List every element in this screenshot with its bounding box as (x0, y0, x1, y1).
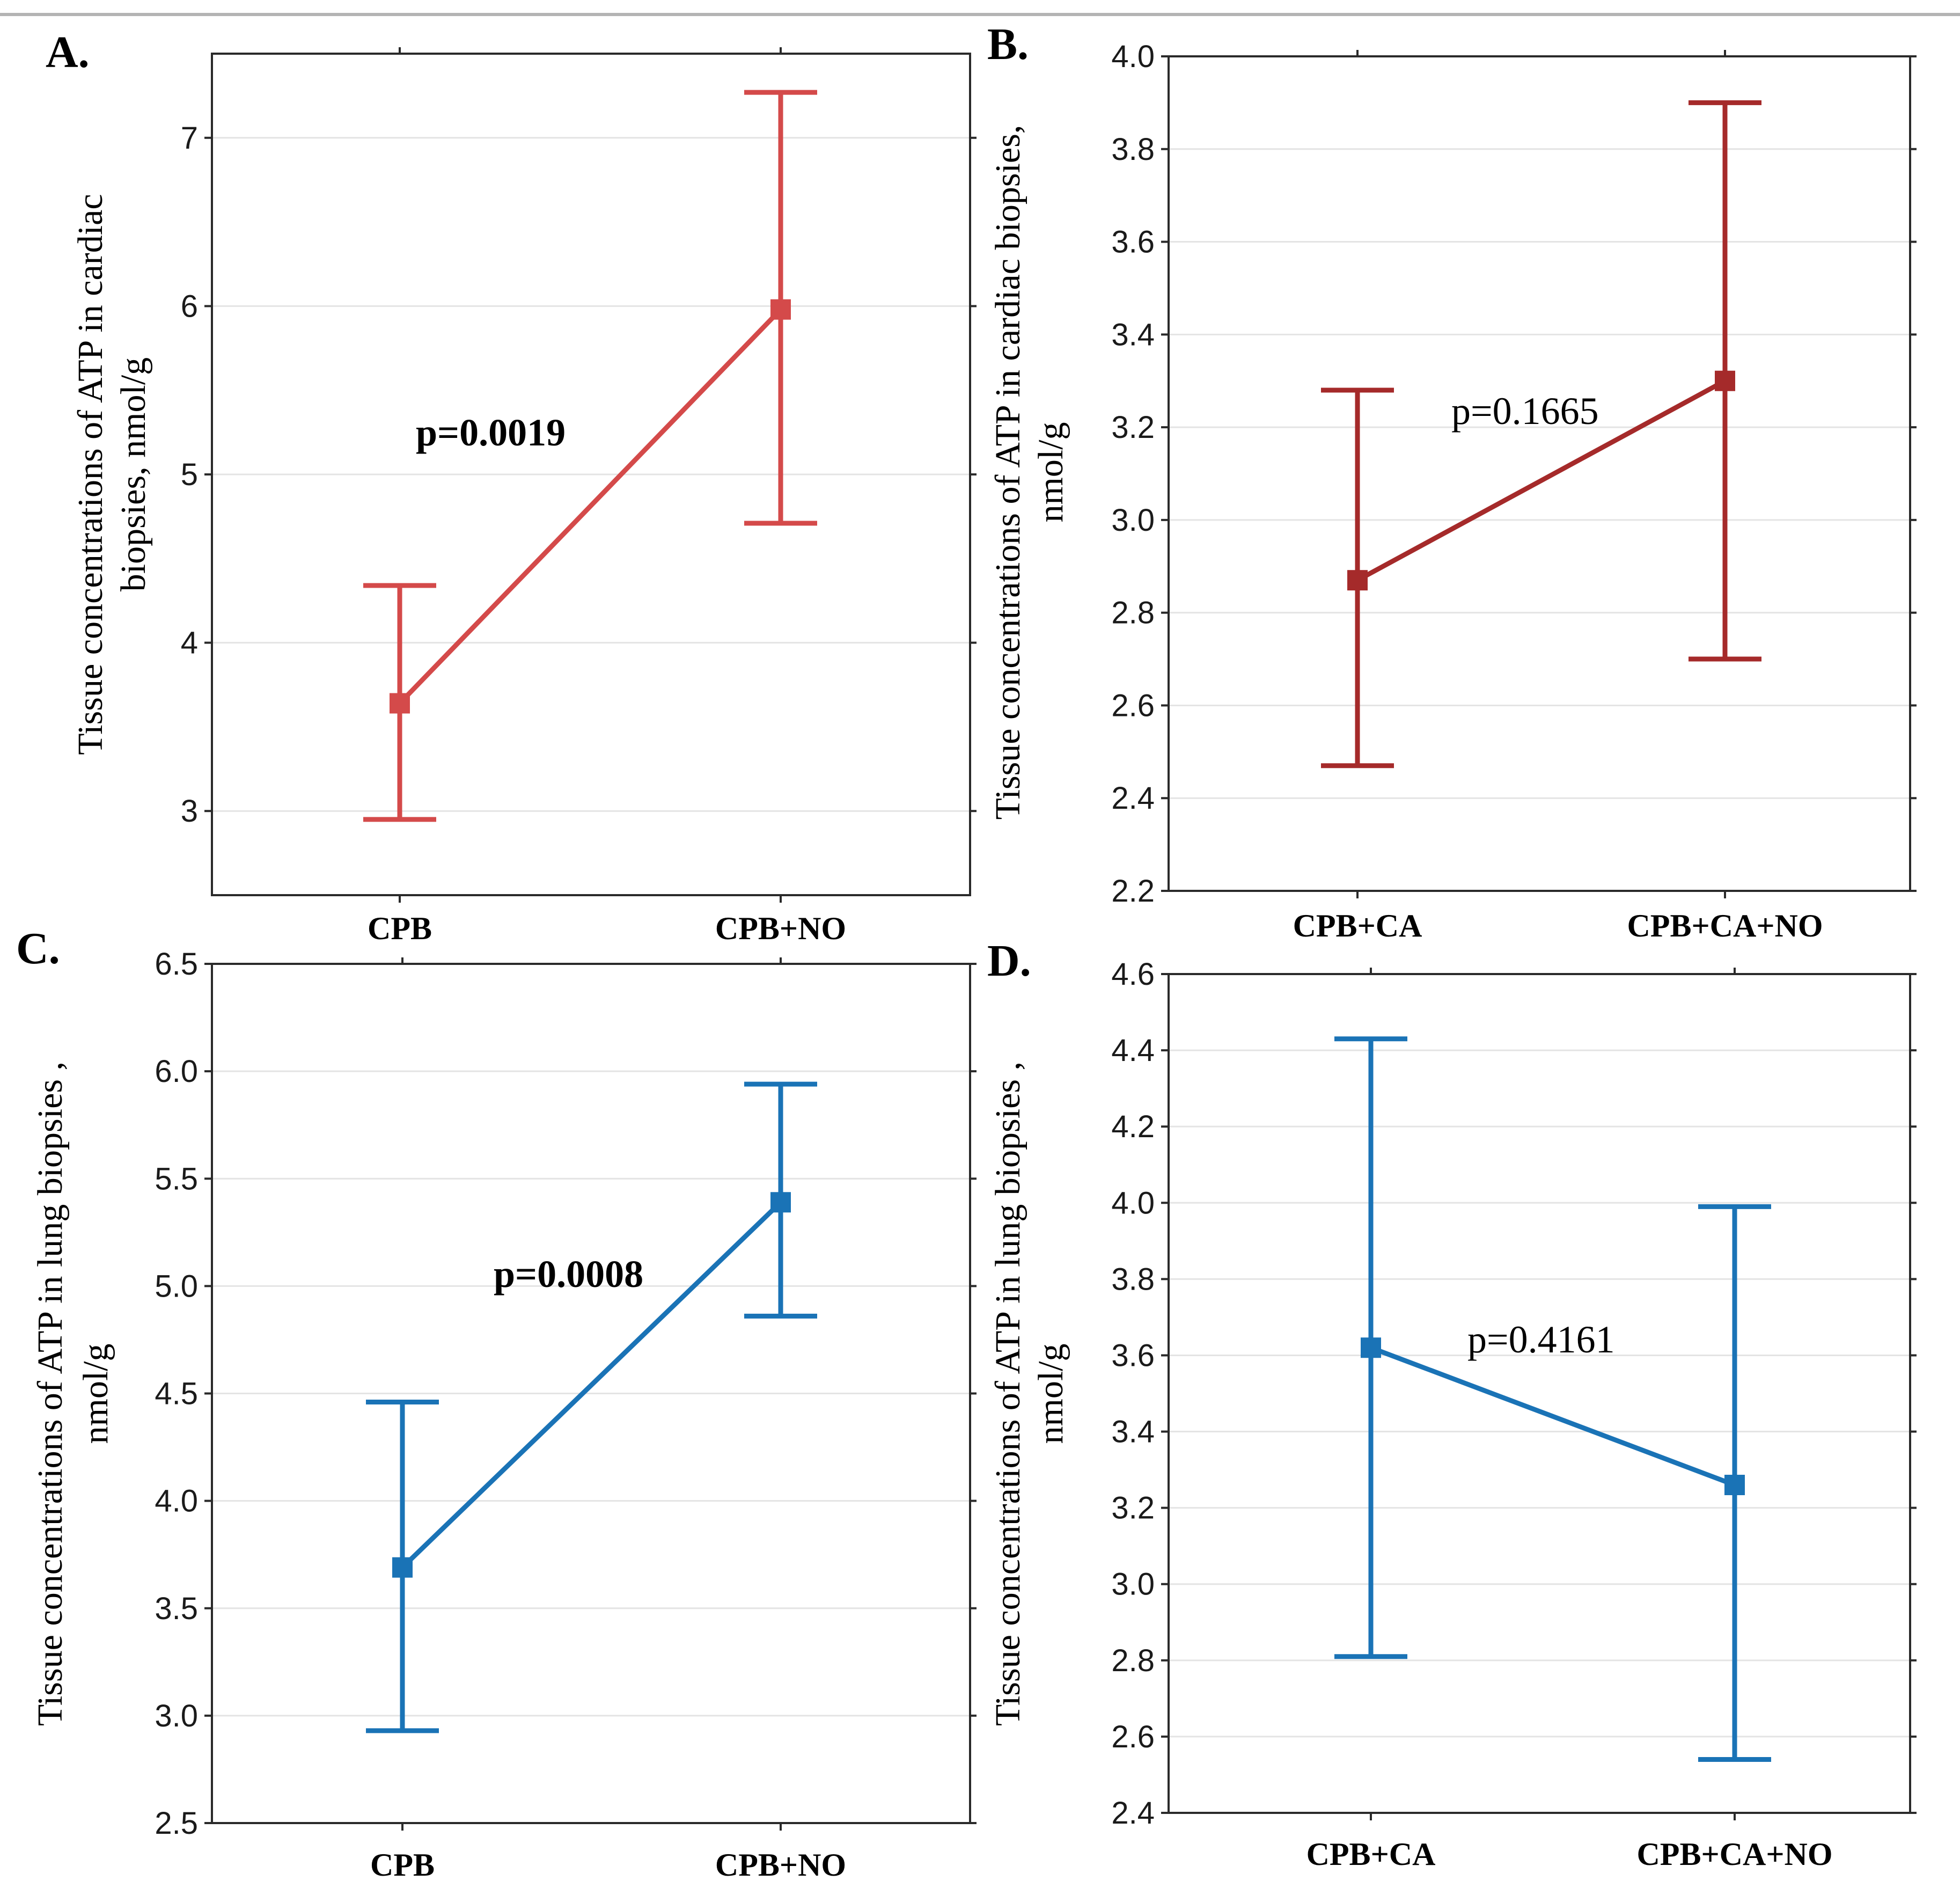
y-tick-label: 2.4 (1111, 781, 1155, 816)
plot-frame (1168, 973, 1911, 1814)
panel-label: D. (987, 936, 1031, 986)
y-axis-title: nmol/g (76, 1343, 115, 1444)
y-axis-title: Tissue concentrations of ATP in cardiac (71, 194, 110, 755)
data-point (390, 693, 410, 714)
y-tick-label: 4 (181, 626, 198, 661)
y-tick-label: 4.6 (1111, 957, 1155, 992)
y-axis-title: nmol/g (1031, 1343, 1070, 1444)
y-tick-label: 4.4 (1111, 1033, 1155, 1068)
y-axis-title: Tissue concentrations of ATP in lung bio… (31, 1062, 70, 1726)
x-category-label: CPB+CA+NO (1627, 908, 1823, 943)
data-point (1715, 370, 1735, 391)
y-tick-label: 2.4 (1111, 1796, 1155, 1831)
y-tick-label: 3.2 (1111, 1491, 1155, 1526)
panel-a: 3 4 5 6 7 CPB CPB+NO Tissue concentrations of A… (46, 27, 977, 946)
data-point (1361, 1337, 1381, 1358)
y-tick-label: 3.0 (1111, 1567, 1155, 1602)
y-tick-label: 2.6 (1111, 1719, 1155, 1754)
y-tick-label: 4.5 (155, 1377, 198, 1411)
y-tick-label: 3.0 (1111, 503, 1155, 538)
data-point (1724, 1475, 1745, 1496)
y-tick-label: 6.5 (155, 947, 198, 982)
y-tick-label: 4.0 (1111, 1186, 1155, 1220)
y-tick-label: 4.0 (1111, 39, 1155, 74)
y-tick-label: 4.2 (1111, 1109, 1155, 1144)
series-line (1356, 378, 1727, 583)
y-tick-label: 6.0 (155, 1054, 198, 1089)
data-point (770, 299, 791, 320)
y-tick-label: 3.0 (155, 1699, 198, 1733)
y-axis-title: Tissue concentrations of ATP in lung bio… (988, 1062, 1027, 1726)
y-tick-label: 2.6 (1111, 688, 1155, 723)
y-tick-label: 3.4 (1111, 1415, 1155, 1450)
data-point (392, 1557, 413, 1578)
y-tick-label: 3.4 (1111, 317, 1155, 352)
y-axis-title: nmol/g (1031, 422, 1070, 522)
y-tick-label: 3.8 (1111, 132, 1155, 167)
y-tick-label: 6 (181, 289, 198, 324)
plot-frame (1168, 55, 1911, 892)
x-category-label: CPB+CA (1293, 908, 1422, 943)
x-category-label: CPB+NO (715, 911, 846, 946)
y-tick-label: 2.8 (1111, 596, 1155, 631)
panel-label: A. (46, 27, 90, 77)
data-point (1347, 570, 1368, 591)
y-tick-label: 2.8 (1111, 1643, 1155, 1678)
panel-c: 2.5 3.0 3.5 4.0 4.5 5.0 5.5 6.0 6.5 CPB CPB+NO Tiss… (16, 924, 977, 1883)
y-tick-label: 5.0 (155, 1269, 198, 1304)
y-tick-label: 3.8 (1111, 1262, 1155, 1297)
y-tick-label: 2.2 (1111, 874, 1155, 909)
p-value-annotation: p=0.0019 (416, 411, 566, 454)
x-category-label: CPB (370, 1847, 435, 1883)
x-category-label: CPB+CA+NO (1636, 1836, 1832, 1872)
p-value-annotation: p=0.0008 (494, 1253, 643, 1296)
y-tick-label: 5 (181, 457, 198, 492)
y-tick-label: 3.6 (1111, 1338, 1155, 1373)
panel-b: 2.2 2.4 2.6 2.8 3.0 3.2 3.4 3.6 3.8 4.0 CPB+CA CPB+… (987, 19, 1917, 943)
panel-label: B. (987, 19, 1029, 69)
y-axis-title: Tissue concentrations of ATP in cardiac … (988, 125, 1027, 820)
y-tick-label: 3.2 (1111, 410, 1155, 445)
y-tick-label: 3.5 (155, 1591, 198, 1626)
p-value-annotation: p=0.1665 (1451, 390, 1599, 433)
x-category-label: CPB+CA (1306, 1836, 1436, 1872)
panel-d: 2.4 2.6 2.8 3.0 3.2 3.4 3.6 3.8 4.0 4.2 4.4 4.6 CPB+… (987, 936, 1917, 1872)
y-tick-label: 5.5 (155, 1161, 198, 1196)
panel-label: C. (16, 924, 60, 974)
data-point (770, 1192, 791, 1213)
series-line (398, 308, 783, 705)
y-tick-label: 3.6 (1111, 225, 1155, 260)
series-line (400, 1201, 783, 1569)
x-category-label: CPB+NO (715, 1847, 846, 1883)
p-value-annotation: p=0.4161 (1467, 1318, 1615, 1361)
y-axis-title: biopsies, nmol/g (114, 357, 153, 591)
x-category-label: CPB (368, 911, 432, 946)
series-line (1370, 1345, 1736, 1488)
y-tick-label: 3 (181, 794, 198, 829)
y-tick-label: 2.5 (155, 1806, 198, 1841)
y-tick-label: 7 (181, 121, 198, 156)
y-tick-label: 4.0 (155, 1484, 198, 1519)
